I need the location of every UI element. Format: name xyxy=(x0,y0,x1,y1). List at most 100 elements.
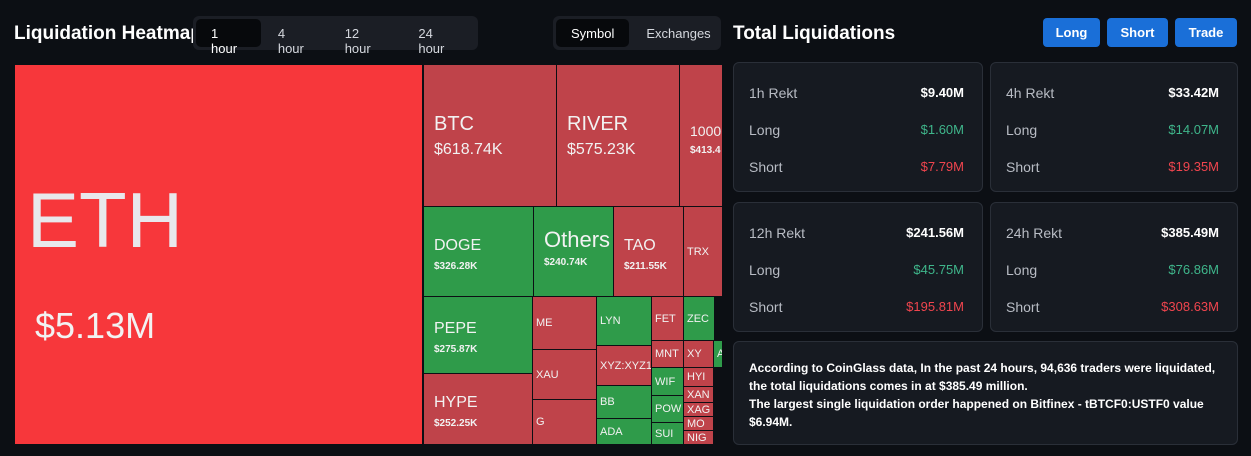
tile-symbol: WIF xyxy=(655,375,676,388)
tab[interactable]: Symbol xyxy=(556,19,630,47)
tile: XY xyxy=(683,340,714,368)
card-value: $1.60M xyxy=(920,122,964,137)
tab[interactable]: Exchanges xyxy=(646,26,711,41)
tile: XYZ:XYZ1 xyxy=(596,345,652,386)
tile-value: $252.25K xyxy=(434,418,478,429)
card-label: Long xyxy=(749,262,781,278)
tile-value: $575.23K xyxy=(567,140,636,158)
tile-symbol: XYZ:XYZ1 xyxy=(600,359,652,372)
tile-value: $326.28K xyxy=(434,260,478,272)
card-value: $45.75M xyxy=(913,262,964,277)
tile-symbol: HYI xyxy=(687,371,706,384)
tile-symbol: G xyxy=(536,416,545,429)
tile: BB xyxy=(596,385,652,419)
tile: RIVER $575.23K xyxy=(556,64,680,207)
tile-symbol: XAU xyxy=(536,368,559,381)
card-row: Long $1.60M xyxy=(749,122,964,138)
tab[interactable]: 1 hour xyxy=(196,19,261,56)
tab[interactable]: 12 hour xyxy=(344,26,371,56)
tile: WIF xyxy=(651,367,684,396)
tab[interactable]: 4 hour xyxy=(277,26,304,56)
short-button[interactable]: Short xyxy=(1107,18,1168,47)
tile-symbol: XY xyxy=(687,348,702,361)
card: 24h Rekt $385.49M Long $76.86M Short $308.63M xyxy=(990,202,1238,332)
tile: ADA xyxy=(596,418,652,445)
card-value: $241.56M xyxy=(906,225,964,240)
tile: NIG xyxy=(683,430,714,445)
tile: FET xyxy=(651,296,684,341)
card: 12h Rekt $241.56M Long $45.75M Short $195.81M xyxy=(733,202,983,332)
tile: XAG xyxy=(683,402,714,417)
tile-symbol: ME xyxy=(536,317,553,330)
tile-symbol: HYPE xyxy=(434,394,478,411)
tile-symbol: BTC xyxy=(434,112,474,135)
time-tabs: 1 hour 4 hour 12 hour 24 hour xyxy=(193,16,478,56)
note-text: The largest single liquidation order hap… xyxy=(749,397,1204,429)
card-label: Long xyxy=(1006,262,1038,278)
card-value: $9.40M xyxy=(920,85,964,100)
tile: DOGE $326.28K xyxy=(423,206,534,297)
card: 1h Rekt $9.40M Long $1.60M Short $7.79M xyxy=(733,62,983,192)
card-row: Short $308.63M xyxy=(1006,299,1219,315)
card-label: 12h Rekt xyxy=(749,225,806,241)
tile-symbol: LYN xyxy=(600,315,621,328)
card-row: Short $19.35M xyxy=(1006,159,1219,175)
tile: HYPE $252.25K xyxy=(423,373,533,445)
tile: LYN xyxy=(596,296,652,346)
tile-symbol: XAN xyxy=(687,388,710,401)
tile-symbol: POW xyxy=(655,403,682,416)
card-label: 1h Rekt xyxy=(749,85,798,101)
tile-symbol: TRX xyxy=(687,245,709,258)
card-row: 4h Rekt $33.42M xyxy=(1006,85,1219,101)
card-value: $14.07M xyxy=(1168,122,1219,137)
tile-symbol: ETH xyxy=(27,176,183,264)
tile: TAO $211.55K xyxy=(613,206,684,297)
card-label: Long xyxy=(1006,122,1038,138)
card-row: Long $14.07M xyxy=(1006,122,1219,138)
card: 4h Rekt $33.42M Long $14.07M Short $19.35M xyxy=(990,62,1238,192)
card-label: 24h Rekt xyxy=(1006,225,1063,241)
tile: HYI xyxy=(683,367,714,387)
tile: XAN xyxy=(683,386,714,403)
card-row: 24h Rekt $385.49M xyxy=(1006,225,1219,241)
tile-value: $618.74K xyxy=(434,140,503,158)
tile: Others $240.74K xyxy=(533,206,614,297)
card-row: Long $45.75M xyxy=(749,262,964,278)
tab[interactable]: 24 hour xyxy=(418,26,445,56)
card-row: 12h Rekt $241.56M xyxy=(749,225,964,241)
tile: XAU xyxy=(532,349,597,400)
tile-symbol: TAO xyxy=(624,236,656,254)
card-label: Short xyxy=(749,299,783,315)
card-value: $385.49M xyxy=(1161,225,1219,240)
card-label: Long xyxy=(749,122,781,138)
tile-symbol: RIVER xyxy=(567,112,629,135)
tile-value: $275.87K xyxy=(434,344,478,355)
tile-symbol: ZEC xyxy=(687,312,709,325)
trade-button[interactable]: Trade xyxy=(1175,18,1237,47)
tile-symbol: NIG xyxy=(687,431,707,444)
tile-symbol: A xyxy=(717,348,722,360)
card-row: Long $76.86M xyxy=(1006,262,1219,278)
card-value: $308.63M xyxy=(1161,299,1219,314)
tile-value: $413.4 xyxy=(690,144,721,156)
card-value: $19.35M xyxy=(1168,159,1219,174)
tile: ZEC xyxy=(683,296,715,341)
tile: SUI xyxy=(651,422,684,445)
total-title: Total Liquidations xyxy=(733,23,896,44)
card-row: Short $195.81M xyxy=(749,299,964,315)
card-value: $195.81M xyxy=(906,299,964,314)
tile-value: $211.55K xyxy=(624,260,667,272)
card-value: $33.42M xyxy=(1168,85,1219,100)
tile: 1000 $413.4 xyxy=(679,64,723,207)
tile-symbol: PEPE xyxy=(434,320,477,337)
tile-symbol: XAG xyxy=(687,403,711,416)
heatmap-title: Liquidation Heatmap xyxy=(14,23,202,44)
tile-symbol: Others xyxy=(544,226,611,252)
card-value: $76.86M xyxy=(1168,262,1219,277)
long-button[interactable]: Long xyxy=(1043,18,1100,47)
card-label: 4h Rekt xyxy=(1006,85,1055,101)
tile: G xyxy=(532,399,597,445)
card-row: Short $7.79M xyxy=(749,159,964,175)
tile-symbol: SUI xyxy=(655,427,674,440)
